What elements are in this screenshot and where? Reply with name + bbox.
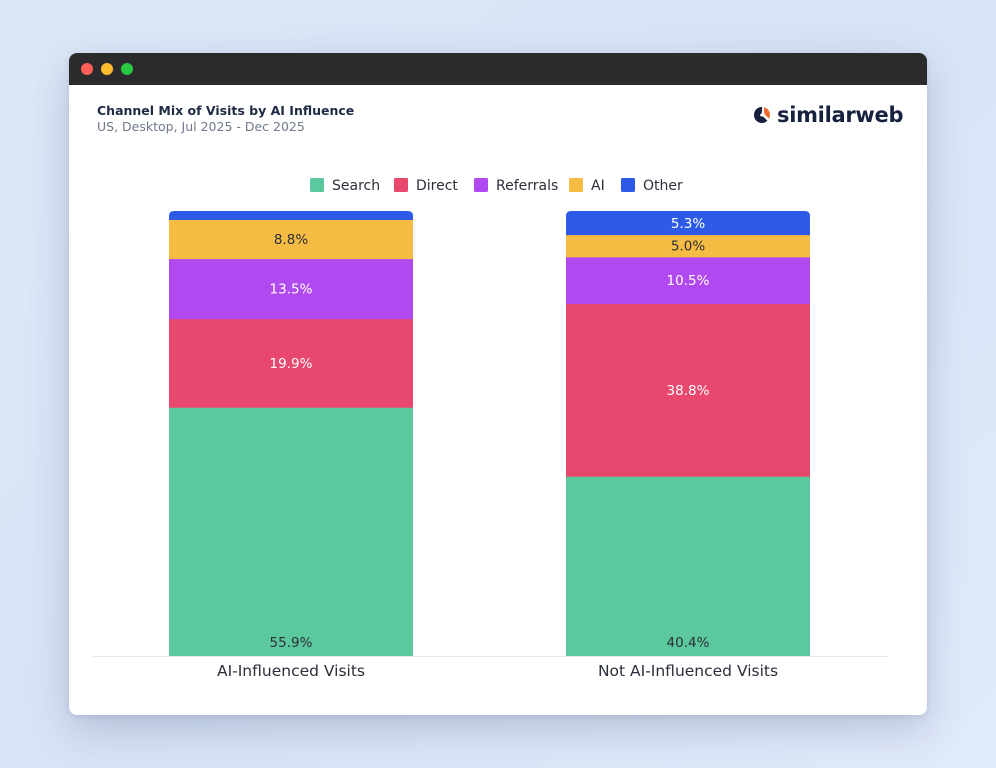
legend-swatch-search: [310, 178, 324, 192]
legend-item-ai[interactable]: AI: [569, 178, 605, 194]
bar-group-ai-influenced-visits: [169, 211, 413, 656]
legend-swatch-referrals: [474, 178, 488, 192]
legend-swatch-ai: [569, 178, 583, 192]
data-label-referrals-ai-influenced-visits: 13.5%: [270, 282, 313, 298]
brand-name: similarweb: [777, 103, 904, 127]
legend-label-referrals: Referrals: [496, 178, 558, 194]
chart-subtitle: US, Desktop, Jul 2025 - Dec 2025: [97, 119, 305, 134]
chart-title: Channel Mix of Visits by AI Influence: [97, 103, 355, 118]
maximize-dot[interactable]: [121, 63, 133, 75]
data-label-direct-not-ai-influenced-visits: 38.8%: [667, 383, 710, 399]
close-dot[interactable]: [81, 63, 93, 75]
minimize-dot[interactable]: [101, 63, 113, 75]
legend-item-search[interactable]: Search: [310, 178, 380, 194]
window-titlebar: [69, 53, 927, 85]
bar-segment-search-ai-influenced-visits[interactable]: [169, 407, 413, 656]
bar-segment-ai-ai-influenced-visits[interactable]: [169, 219, 413, 260]
data-label-ai-ai-influenced-visits: 8.8%: [274, 232, 308, 248]
legend-label-direct: Direct: [416, 178, 458, 194]
legend-item-direct[interactable]: Direct: [394, 178, 458, 194]
similarweb-logo-icon: [754, 107, 770, 123]
bar-group-not-ai-influenced-visits: [566, 211, 810, 656]
data-label-other-not-ai-influenced-visits: 5.3%: [671, 216, 705, 232]
bar-segment-ai-not-ai-influenced-visits[interactable]: [566, 234, 810, 258]
data-label-search-not-ai-influenced-visits: 40.4%: [667, 635, 710, 651]
legend-swatch-other: [621, 178, 635, 192]
similarweb-logo: similarweb: [752, 101, 903, 129]
bar-segment-other-not-ai-influenced-visits[interactable]: [566, 211, 810, 236]
bar-segment-direct-ai-influenced-visits[interactable]: [169, 318, 413, 408]
data-label-referrals-not-ai-influenced-visits: 10.5%: [667, 273, 710, 289]
legend-label-search: Search: [332, 178, 380, 194]
stacked-bar-chart: Search Direct Referrals AI Other 55.9% 19.9% 13…: [93, 178, 887, 680]
legend-swatch-direct: [394, 178, 408, 192]
bar-segment-other-ai-influenced-visits[interactable]: [169, 211, 413, 220]
data-label-direct-ai-influenced-visits: 19.9%: [270, 356, 313, 372]
bar-segment-direct-not-ai-influenced-visits[interactable]: [566, 303, 810, 477]
app-window: Channel Mix of Visits by AI Influence US…: [69, 53, 927, 715]
bar-segment-search-not-ai-influenced-visits[interactable]: [566, 476, 810, 656]
data-label-search-ai-influenced-visits: 55.9%: [270, 635, 313, 651]
legend-item-other[interactable]: Other: [621, 178, 683, 194]
legend-item-referrals[interactable]: Referrals: [474, 178, 558, 194]
x-tick-label-ai-influenced-visits: AI-Influenced Visits: [217, 662, 365, 680]
legend-label-other: Other: [643, 178, 683, 194]
x-tick-label-not-ai-influenced-visits: Not AI-Influenced Visits: [598, 662, 778, 680]
legend-label-ai: AI: [591, 178, 605, 194]
bar-segment-referrals-not-ai-influenced-visits[interactable]: [566, 256, 810, 305]
bar-segment-referrals-ai-influenced-visits[interactable]: [169, 258, 413, 320]
data-label-ai-not-ai-influenced-visits: 5.0%: [671, 239, 705, 255]
